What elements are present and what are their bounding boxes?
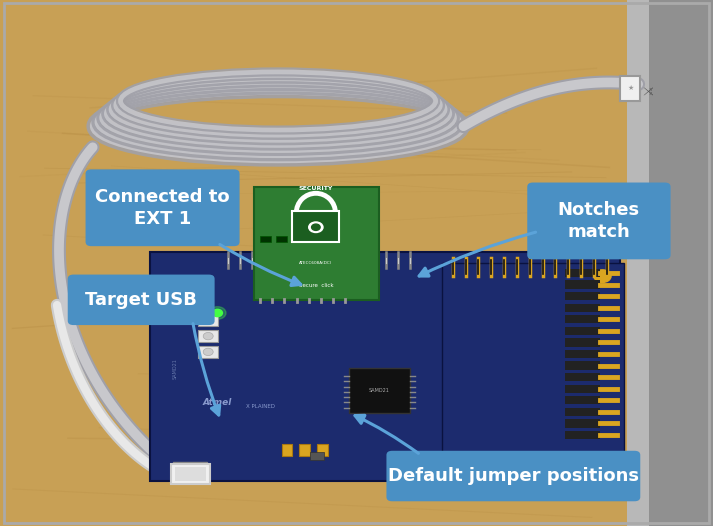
Bar — [565, 361, 600, 370]
Bar — [150, 252, 620, 481]
Bar — [349, 368, 410, 413]
Text: Notches
match: Notches match — [558, 201, 640, 241]
Bar — [292, 236, 302, 242]
Bar — [565, 396, 600, 404]
Bar — [565, 373, 600, 381]
Bar — [565, 350, 600, 358]
Circle shape — [203, 332, 213, 340]
Bar — [254, 187, 379, 300]
Text: Connected to
EXT 1: Connected to EXT 1 — [96, 188, 230, 228]
Circle shape — [309, 222, 323, 232]
Circle shape — [209, 307, 226, 319]
Text: Secure  click: Secure click — [299, 282, 333, 288]
Bar — [299, 444, 310, 456]
Bar — [276, 236, 287, 242]
Bar — [620, 76, 640, 101]
Bar — [198, 315, 218, 326]
Bar — [627, 0, 713, 526]
Bar — [565, 419, 600, 428]
Bar — [565, 315, 600, 323]
Bar — [0, 0, 627, 526]
Bar — [173, 462, 207, 479]
Bar — [177, 466, 204, 476]
Bar — [565, 269, 600, 277]
Bar — [175, 467, 206, 481]
Text: Atmel: Atmel — [202, 398, 232, 407]
Bar — [565, 292, 600, 300]
Bar — [565, 280, 600, 289]
Bar — [310, 452, 324, 460]
Bar — [260, 236, 271, 242]
Text: ATECC608A(DC): ATECC608A(DC) — [299, 261, 332, 265]
Bar — [292, 211, 339, 242]
Text: Default jumper positions: Default jumper positions — [388, 467, 639, 485]
Circle shape — [203, 348, 213, 356]
Bar — [171, 464, 210, 484]
Bar — [198, 346, 218, 358]
Circle shape — [312, 224, 320, 230]
Text: SAMD21: SAMD21 — [172, 358, 178, 379]
Circle shape — [594, 270, 611, 282]
Circle shape — [212, 309, 222, 317]
Text: ★: ★ — [627, 85, 633, 92]
Bar — [565, 408, 600, 416]
FancyBboxPatch shape — [86, 169, 240, 246]
Text: ⚔: ⚔ — [642, 84, 655, 95]
Text: X PLAINED: X PLAINED — [246, 403, 275, 409]
Text: SECURITY: SECURITY — [299, 186, 333, 191]
Bar — [565, 431, 600, 439]
Bar — [198, 330, 218, 342]
Bar — [442, 263, 624, 458]
Text: Target USB: Target USB — [86, 291, 197, 309]
Bar — [317, 444, 328, 456]
Bar — [565, 338, 600, 347]
FancyBboxPatch shape — [527, 183, 670, 259]
Bar — [649, 0, 713, 526]
FancyBboxPatch shape — [68, 275, 215, 325]
Bar — [565, 327, 600, 335]
Bar — [282, 444, 292, 456]
Bar — [565, 385, 600, 393]
FancyBboxPatch shape — [386, 451, 640, 501]
Text: SAMD21: SAMD21 — [369, 388, 390, 393]
Bar — [565, 304, 600, 312]
Circle shape — [203, 317, 213, 324]
